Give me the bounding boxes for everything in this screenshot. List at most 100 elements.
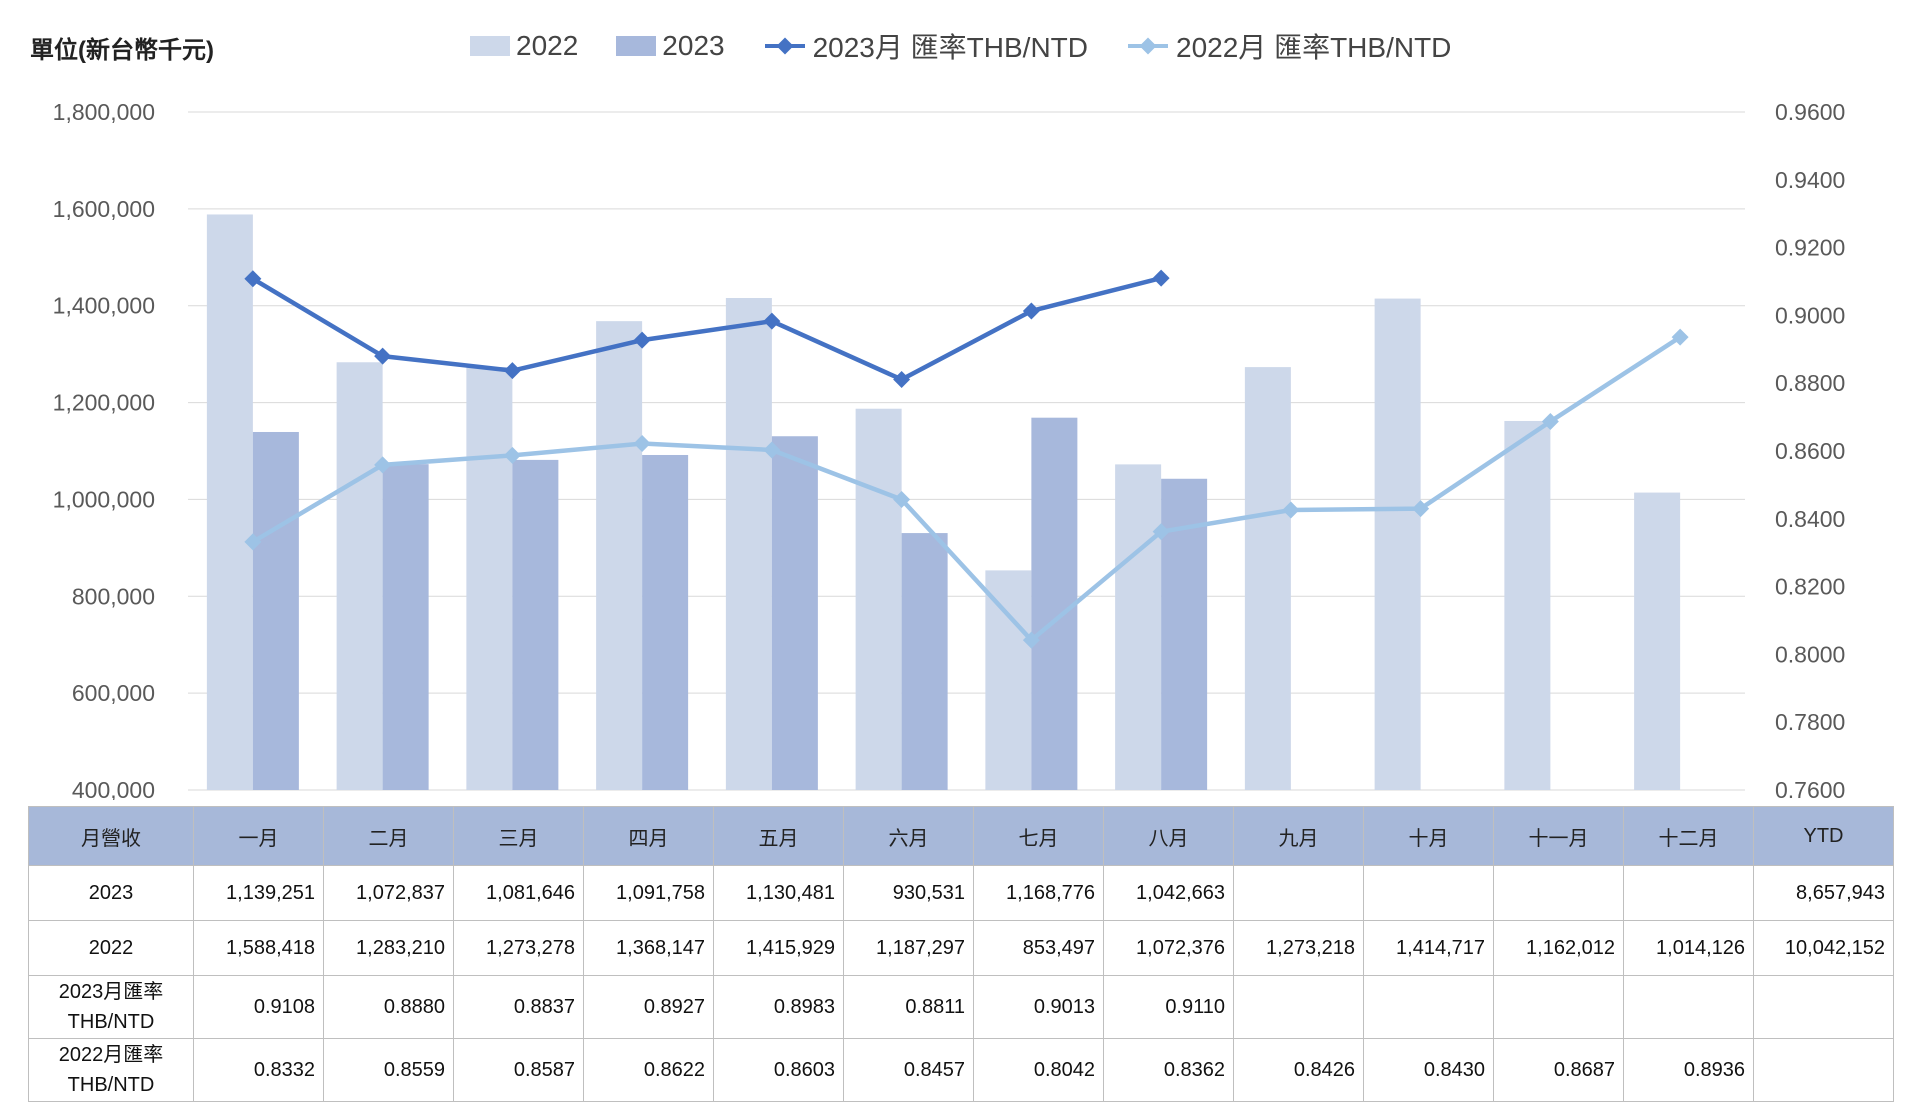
bar-2023-一月	[252, 431, 299, 790]
table-cell: 0.8332	[193, 1038, 324, 1102]
table-cell: 1,273,278	[453, 920, 584, 976]
table-cell: 1,368,147	[583, 920, 714, 976]
y-tick-label-right: 0.8200	[1775, 574, 1845, 600]
bar-2023-三月	[512, 459, 559, 790]
table-cell	[1233, 975, 1364, 1039]
table-row: 2023月匯率 THB/NTD 0.9108 0.8880 0.8837 0.8927 0.…	[28, 975, 1894, 1039]
table-cell: 0.8430	[1363, 1038, 1494, 1102]
legend-label-2022: 2022	[516, 30, 579, 61]
bar-2022-二月	[336, 362, 383, 790]
line-point-marker	[244, 533, 262, 551]
table-header-cell: 五月	[713, 806, 844, 866]
table-cell: 0.8457	[843, 1038, 974, 1102]
y-tick-label-right: 0.9600	[1775, 99, 1845, 125]
y-tick-label-left: 1,800,000	[53, 99, 155, 125]
line-point-marker	[763, 441, 781, 459]
table-body: 2023 1,139,251 1,072,837 1,081,646 1,091,758…	[28, 865, 1894, 1102]
table-row-label: 2023	[28, 865, 194, 921]
y-tick-label-right: 0.7800	[1775, 709, 1845, 735]
y-tick-label-right: 0.9200	[1775, 235, 1845, 261]
line-point-marker	[763, 312, 781, 330]
legend-item-rate-2023: 2023月 匯率THB/NTD	[763, 26, 1088, 66]
table-cell: 1,273,218	[1233, 920, 1364, 976]
legend-swatch-2023	[616, 36, 657, 56]
line-point-marker	[374, 347, 392, 365]
table-header-cell: 八月	[1103, 806, 1234, 866]
legend-label-2023: 2023	[662, 30, 725, 61]
table-header-cell: 十二月	[1623, 806, 1754, 866]
table-header-cell: 三月	[453, 806, 584, 866]
bar-2022-三月	[466, 367, 513, 790]
legend-item-2022: 2022	[470, 30, 578, 62]
legend-line-rate-2022-icon	[1128, 37, 1168, 55]
table-cell: 1,283,210	[323, 920, 454, 976]
legend-line-rate-2023-icon	[764, 37, 805, 55]
table-cell: 0.8622	[583, 1038, 714, 1102]
table-header-cell: 四月	[583, 806, 714, 866]
table-cell: 0.9108	[193, 975, 324, 1039]
y-tick-label-right: 0.8800	[1775, 370, 1845, 396]
table-header-row: 月營收 一月 二月 三月 四月 五月 六月 七月 八月 九月 十月 十一月 十二月 YTD	[28, 806, 1894, 866]
table-cell: 0.8936	[1623, 1038, 1754, 1102]
y-tick-label-right: 0.8400	[1775, 506, 1845, 532]
legend-swatch-2022	[470, 36, 510, 56]
bar-2022-九月	[1244, 367, 1291, 790]
table-cell: 1,187,297	[843, 920, 974, 976]
table-cell: 0.8362	[1103, 1038, 1234, 1102]
line-point-marker	[1022, 631, 1040, 649]
table-row: 2022月匯率 THB/NTD 0.8332 0.8559 0.8587 0.8622 0.…	[28, 1038, 1894, 1102]
line-series	[251, 335, 1682, 643]
table-cell: 0.8811	[843, 975, 974, 1039]
table-row-label: 2023月匯率 THB/NTD	[28, 975, 194, 1039]
line-point-marker	[633, 331, 651, 349]
table-cell: 1,072,376	[1103, 920, 1234, 976]
table-row-label: 2022	[28, 920, 194, 976]
bar-2022-八月	[1115, 464, 1162, 790]
legend: 2022 2023 2023月 匯率THB/NTD 2022月 匯率THB/NT…	[470, 26, 1451, 66]
table-cell: 10,042,152	[1753, 920, 1894, 976]
legend-item-2023: 2023	[616, 30, 725, 62]
bar-2022-十二月	[1634, 492, 1681, 790]
y-tick-label-left: 800,000	[72, 583, 155, 609]
table-cell: 0.8587	[453, 1038, 584, 1102]
table-cell: 0.8983	[713, 975, 844, 1039]
bar-2022-四月	[596, 321, 643, 790]
table-cell: 0.8927	[583, 975, 714, 1039]
line-point-marker	[374, 456, 392, 474]
table-header-cell: 一月	[193, 806, 324, 866]
table-cell: 8,657,943	[1753, 865, 1894, 921]
table-cell	[1363, 865, 1494, 921]
legend-label-rate-2023: 2023月 匯率THB/NTD	[812, 32, 1088, 63]
table-cell: 853,497	[973, 920, 1104, 976]
table-header-cell: 十一月	[1493, 806, 1624, 866]
bar-2023-四月	[642, 454, 689, 790]
y-tick-label-left: 1,200,000	[53, 390, 155, 416]
table-row: 2023 1,139,251 1,072,837 1,081,646 1,091,758…	[28, 865, 1894, 921]
table-cell: 1,091,758	[583, 865, 714, 921]
table-cell: 1,130,481	[713, 865, 844, 921]
table-header-cell: 十月	[1363, 806, 1494, 866]
y-tick-label-right: 0.8000	[1775, 641, 1845, 667]
y-tick-label-left: 400,000	[72, 777, 155, 800]
table-cell	[1753, 1038, 1894, 1102]
line-point-marker	[1152, 269, 1170, 287]
table-cell: 0.9110	[1103, 975, 1234, 1039]
y-tick-label-right: 0.8600	[1775, 438, 1845, 464]
table-cell	[1493, 975, 1624, 1039]
table-cell: 1,072,837	[323, 865, 454, 921]
line-point-marker	[1022, 302, 1040, 320]
table-cell: 1,162,012	[1493, 920, 1624, 976]
table-header-label: 月營收	[28, 806, 194, 866]
table-cell: 1,168,776	[973, 865, 1104, 921]
table-cell: 0.9013	[973, 975, 1104, 1039]
table-cell: 0.8042	[973, 1038, 1104, 1102]
bar-2023-六月	[901, 533, 948, 790]
bar-2023-七月	[1031, 417, 1078, 790]
table-header-cell: 六月	[843, 806, 974, 866]
line-point-marker	[244, 270, 262, 288]
y-tick-label-right: 0.9000	[1775, 302, 1845, 328]
table-row-label: 2022月匯率 THB/NTD	[28, 1038, 194, 1102]
table-cell: 0.8687	[1493, 1038, 1624, 1102]
table-cell: 1,081,646	[453, 865, 584, 921]
table-cell: 0.8559	[323, 1038, 454, 1102]
